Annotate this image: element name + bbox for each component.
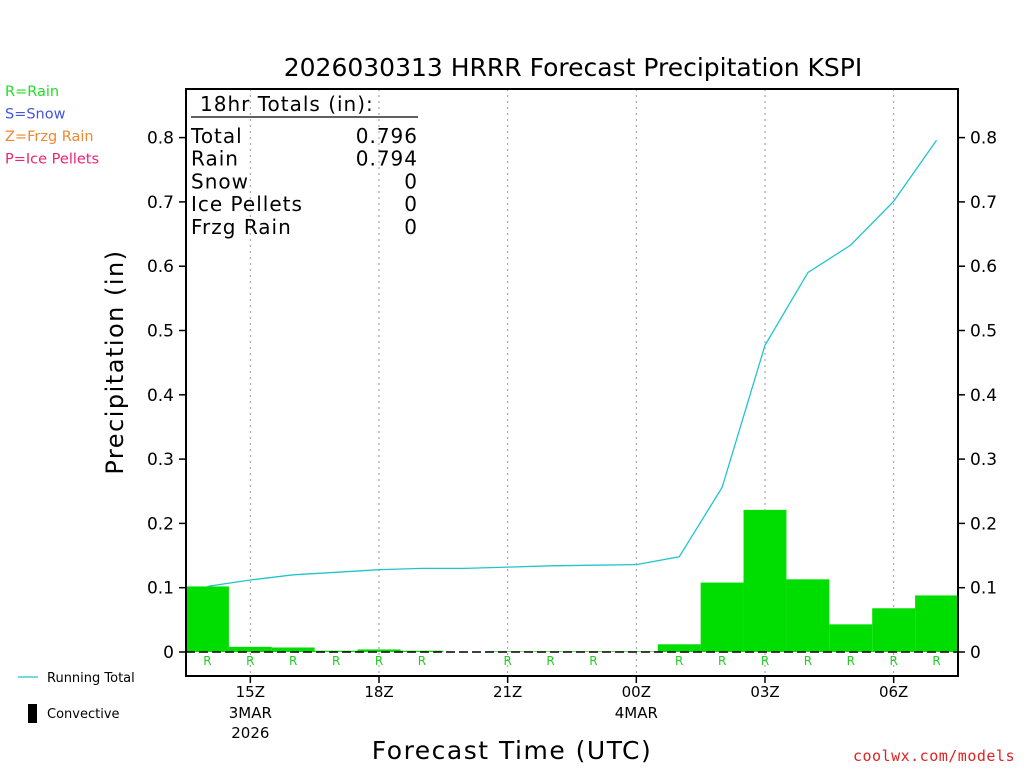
x-axis-title: Forecast Time (UTC) bbox=[372, 736, 652, 765]
xtick-label-21Z: 21Z bbox=[493, 683, 522, 701]
ytick-label-right-7: 0.7 bbox=[970, 193, 997, 213]
legend-item: Z=Frzg Rain bbox=[5, 129, 94, 145]
totals-title: 18hr Totals (in): bbox=[200, 92, 374, 116]
running-total-line bbox=[207, 139, 938, 588]
totals-row-value: 0.796 bbox=[356, 124, 418, 148]
totals-row-label: Snow bbox=[191, 169, 249, 193]
bar-18 bbox=[357, 649, 401, 652]
type-label-25: R bbox=[675, 654, 683, 668]
ytick-label-left-1: 0.1 bbox=[147, 579, 174, 599]
bar-21 bbox=[486, 651, 530, 652]
ytick-label-right-6: 0.6 bbox=[970, 257, 997, 277]
type-label-15: R bbox=[246, 654, 254, 668]
ytick-label-left-3: 0.3 bbox=[147, 450, 174, 470]
convective-legend: Convective bbox=[28, 704, 120, 723]
bars-group bbox=[186, 509, 958, 652]
ytick-label-left-4: 0.4 bbox=[147, 386, 174, 406]
plot-frame bbox=[185, 88, 959, 677]
bar-28 bbox=[786, 579, 830, 652]
xtick-label-15Z: 15Z bbox=[236, 683, 265, 701]
type-label-21: R bbox=[503, 654, 511, 668]
credit-text: coolwx.com/models bbox=[853, 747, 1015, 765]
type-label-27: R bbox=[761, 654, 769, 668]
bar-27 bbox=[743, 509, 787, 652]
y-axis: 0 00.1 0.10.2 0.20.3 0.30.4 0.40.5 0.50.6 0.60.… bbox=[147, 129, 997, 663]
precip-type-legend: R=Rain S=Snow Z=Frzg Rain P=Ice Pellets bbox=[5, 84, 99, 168]
totals-row-value: 0 bbox=[404, 169, 418, 193]
y-axis-title: Precipitation (in) bbox=[101, 249, 129, 474]
xtick-label-06Z: 06Z bbox=[879, 683, 908, 701]
type-label-23: R bbox=[589, 654, 597, 668]
vertical-gridlines bbox=[249, 89, 895, 676]
type-label-14: R bbox=[203, 654, 211, 668]
totals-row-value: 0 bbox=[404, 215, 418, 239]
ytick-label-right-1: 0.1 bbox=[970, 579, 997, 599]
bar-16 bbox=[271, 647, 315, 652]
xtick-sublabel-3MAR: 3MAR bbox=[229, 704, 272, 722]
ytick-label-right-3: 0.3 bbox=[970, 450, 997, 470]
running-total-legend: Running Total bbox=[18, 671, 135, 686]
bar-26 bbox=[700, 582, 744, 652]
bar-31 bbox=[915, 595, 958, 652]
type-label-17: R bbox=[332, 654, 340, 668]
totals-row-value: 0.794 bbox=[356, 147, 418, 171]
ytick-label-left-0: 0 bbox=[163, 643, 174, 663]
ytick-label-left-2: 0.2 bbox=[147, 514, 174, 534]
totals-row-label: Ice Pellets bbox=[191, 192, 303, 216]
xtick-label-00Z: 00Z bbox=[622, 683, 651, 701]
chart-title: 2026030313 HRRR Forecast Precipitation K… bbox=[284, 53, 863, 82]
convective-legend-label: Convective bbox=[47, 707, 120, 722]
totals-row-value: 0 bbox=[404, 192, 418, 216]
ytick-label-left-5: 0.5 bbox=[147, 322, 174, 342]
x-axis: 15Z 3MAR 2026 18Z 21Z 00Z 4MAR 03Z 06Z bbox=[229, 676, 908, 742]
bar-29 bbox=[829, 624, 873, 652]
ytick-label-right-5: 0.5 bbox=[970, 322, 997, 342]
bar-25 bbox=[657, 644, 701, 652]
legend-item: S=Snow bbox=[5, 107, 66, 123]
totals-row-label: Frzg Rain bbox=[191, 215, 292, 239]
xtick-sublabel-2026: 2026 bbox=[231, 724, 269, 742]
bar-30 bbox=[872, 608, 916, 652]
ytick-label-left-7: 0.7 bbox=[147, 193, 174, 213]
type-label-18: R bbox=[375, 654, 383, 668]
type-label-30: R bbox=[889, 654, 897, 668]
totals-row-label: Rain bbox=[191, 147, 239, 171]
ytick-label-right-0: 0 bbox=[970, 643, 981, 663]
type-label-19: R bbox=[418, 654, 426, 668]
type-label-26: R bbox=[718, 654, 726, 668]
type-label-31: R bbox=[932, 654, 940, 668]
ytick-label-right-2: 0.2 bbox=[970, 514, 997, 534]
convective-swatch bbox=[28, 704, 37, 723]
bar-15 bbox=[228, 646, 272, 652]
legend-item: R=Rain bbox=[5, 84, 59, 100]
totals-row-label: Total bbox=[190, 124, 243, 148]
type-label-16: R bbox=[289, 654, 297, 668]
running-total-legend-label: Running Total bbox=[47, 671, 135, 686]
ytick-label-right-4: 0.4 bbox=[970, 386, 997, 406]
legend-item: P=Ice Pellets bbox=[5, 152, 99, 168]
type-label-28: R bbox=[804, 654, 812, 668]
type-label-22: R bbox=[546, 654, 554, 668]
xtick-sublabel-4MAR: 4MAR bbox=[615, 704, 658, 722]
totals-box: 18hr Totals (in): Total 0.796 Rain 0.794 Sno… bbox=[190, 92, 418, 239]
ytick-label-left-8: 0.8 bbox=[147, 129, 174, 149]
ytick-label-right-8: 0.8 bbox=[970, 129, 997, 149]
xtick-label-03Z: 03Z bbox=[750, 683, 779, 701]
bar-14 bbox=[186, 586, 229, 652]
xtick-label-18Z: 18Z bbox=[364, 683, 393, 701]
type-label-29: R bbox=[847, 654, 855, 668]
ytick-label-left-6: 0.6 bbox=[147, 257, 174, 277]
